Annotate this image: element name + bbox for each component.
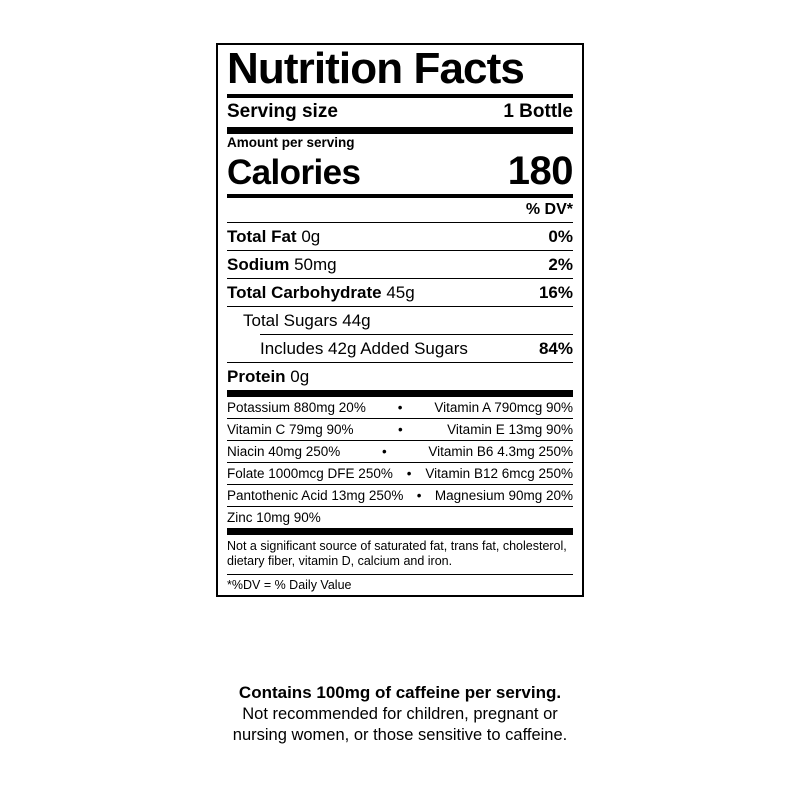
daily-value-header: % DV*: [525, 201, 573, 219]
divider-row: [227, 362, 573, 364]
micronutrient-right: Magnesium 90mg 20%: [434, 488, 573, 504]
list-item: Potassium 880mg 20% • Vitamin A 790mcg 9…: [227, 397, 573, 418]
footnote-text: Not a significant source of saturated fa…: [227, 539, 567, 569]
serving-size-label: Serving size: [227, 101, 338, 123]
caffeine-statement: Contains 100mg of caffeine per serving. …: [180, 682, 620, 746]
calories-label: Calories: [227, 153, 361, 193]
micronutrient-left: Vitamin C 79mg 90%: [227, 422, 354, 438]
list-item: Niacin 40mg 250% • Vitamin B6 4.3mg 250%: [227, 441, 573, 462]
nutrient-name: Total Fat 0g: [227, 227, 320, 247]
calories-row: Calories 180: [227, 149, 574, 194]
divider-row: [227, 440, 573, 442]
divider-row: [227, 484, 573, 486]
micronutrient-left: Folate 1000mcg DFE 250%: [227, 466, 393, 482]
nutrient-amount: 0g: [301, 226, 321, 246]
table-row: Sodium 50mg 2%: [227, 251, 573, 278]
list-item: Zinc 10mg 90%: [227, 507, 573, 528]
nutrient-name: Sodium 50mg: [227, 255, 337, 275]
caffeine-line-2: Not recommended for children, pregnant o…: [242, 705, 558, 724]
table-row: Includes 42g Added Sugars 84%: [227, 335, 573, 362]
bullet-separator-icon: •: [416, 488, 422, 504]
nutrient-name: Total Carbohydrate 45g: [227, 283, 415, 303]
list-item: Folate 1000mcg DFE 250% • Vitamin B12 6m…: [227, 463, 573, 484]
nutrient-name-text: Total Sugars: [243, 310, 338, 330]
micronutrient-right: Vitamin E 13mg 90%: [447, 422, 573, 438]
divider-row: [227, 506, 573, 508]
bullet-separator-icon: •: [398, 422, 403, 438]
serving-size-value: 1 Bottle: [503, 101, 573, 123]
serving-size-row: Serving size 1 Bottle: [227, 98, 573, 127]
micronutrient-left: Potassium 880mg 20%: [227, 400, 366, 416]
divider-row: [227, 278, 573, 280]
amount-per-serving-label: Amount per serving: [227, 135, 355, 151]
micronutrient-right: Vitamin A 790mcg 90%: [434, 400, 573, 416]
nutrient-amount: 45g: [386, 282, 415, 302]
divider-above-footnote: [227, 528, 573, 536]
caffeine-line-3: nursing women, or those sensitive to caf…: [232, 726, 568, 745]
micronutrient-right: Vitamin B12 6mcg 250%: [425, 466, 574, 482]
divider-under-dv-header: [227, 222, 573, 224]
list-item: Pantothenic Acid 13mg 250% • Magnesium 9…: [227, 485, 573, 506]
nutrient-name-text: Protein: [227, 366, 286, 386]
divider-row: [227, 462, 573, 464]
divider-under-calories: [227, 194, 573, 199]
page-title: Nutrition Facts: [227, 44, 525, 93]
divider-row: [227, 418, 573, 420]
nutrient-dv: 16%: [538, 282, 573, 302]
table-row: Total Fat 0g 0%: [227, 223, 573, 250]
nutrient-amount: 44g: [342, 310, 371, 330]
table-row: Total Sugars 44g: [227, 307, 573, 334]
nutrient-name: Total Sugars 44g: [243, 311, 371, 331]
divider-row: [260, 334, 573, 336]
micronutrient-left: Pantothenic Acid 13mg 250%: [227, 488, 404, 504]
divider-under-serving: [227, 127, 573, 135]
nutrient-dv: 0%: [548, 226, 573, 246]
bullet-separator-icon: •: [397, 400, 403, 416]
nutrient-amount: 0g: [290, 366, 310, 386]
nutrient-name-text: Total Carbohydrate: [227, 282, 382, 302]
micronutrient-right: Vitamin B6 4.3mg 250%: [428, 444, 573, 460]
nutrient-name-text: Includes 42g Added Sugars: [260, 338, 468, 358]
nutrient-name: Protein 0g: [227, 367, 309, 387]
divider-under-title: [227, 94, 573, 99]
table-row: Protein 0g: [227, 363, 573, 390]
micronutrient-left: Niacin 40mg 250%: [227, 444, 341, 460]
nutrient-dv: 2%: [548, 254, 573, 274]
list-item: Vitamin C 79mg 90% • Vitamin E 13mg 90%: [227, 419, 573, 440]
nutrient-name-text: Sodium: [227, 254, 290, 274]
bullet-separator-icon: •: [382, 444, 387, 460]
micronutrient-left: Zinc 10mg 90%: [227, 510, 321, 526]
nutrition-facts-panel: Nutrition Facts Serving size 1 Bottle Am…: [216, 43, 584, 597]
caffeine-headline: Contains 100mg of caffeine per serving.: [238, 683, 562, 702]
divider-row: [227, 306, 573, 308]
calories-value: 180: [507, 149, 574, 194]
nutrient-dv: 84%: [538, 338, 573, 358]
divider-row: [227, 250, 573, 252]
table-row: Total Carbohydrate 45g 16%: [227, 279, 573, 306]
daily-value-note: *%DV = % Daily Value: [227, 577, 352, 592]
divider-under-protein: [227, 390, 573, 398]
bullet-separator-icon: •: [406, 466, 412, 482]
nutrient-name-text: Total Fat: [227, 226, 297, 246]
nutrient-amount: 50mg: [294, 254, 337, 274]
nutrient-name: Includes 42g Added Sugars: [260, 339, 468, 359]
divider-above-dv-note: [227, 573, 573, 575]
